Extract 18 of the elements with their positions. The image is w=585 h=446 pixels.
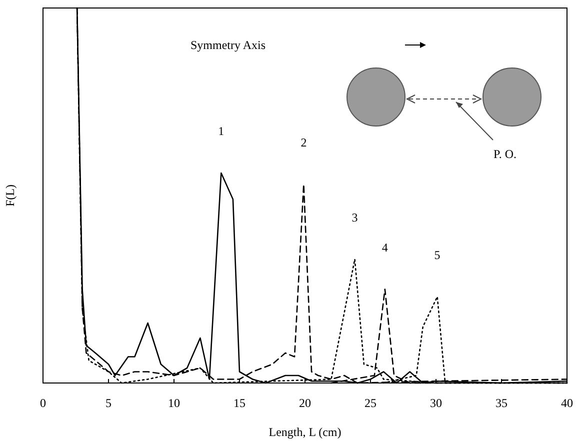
x-tick-label: 30 xyxy=(430,396,442,410)
y-axis-title: F(L) xyxy=(3,184,17,206)
x-tick-label: 25 xyxy=(364,396,376,410)
x-tick-label: 40 xyxy=(561,396,573,410)
annotation: 2 xyxy=(300,135,307,150)
x-tick-label: 10 xyxy=(168,396,180,410)
annotation: Symmetry Axis xyxy=(190,38,266,52)
x-tick-label: 35 xyxy=(496,396,508,410)
x-tick-label: 20 xyxy=(299,396,311,410)
annotation: 3 xyxy=(352,210,358,224)
annotation: P. O. xyxy=(493,147,517,161)
x-tick-label: 5 xyxy=(106,396,112,410)
annotation: 1 xyxy=(218,124,224,138)
x-tick-label: 0 xyxy=(40,396,46,410)
annotation: 4 xyxy=(382,240,388,254)
x-tick-label: 15 xyxy=(234,396,246,410)
annotation: 5 xyxy=(434,248,440,262)
x-axis-title: Length, L (cm) xyxy=(268,425,342,439)
